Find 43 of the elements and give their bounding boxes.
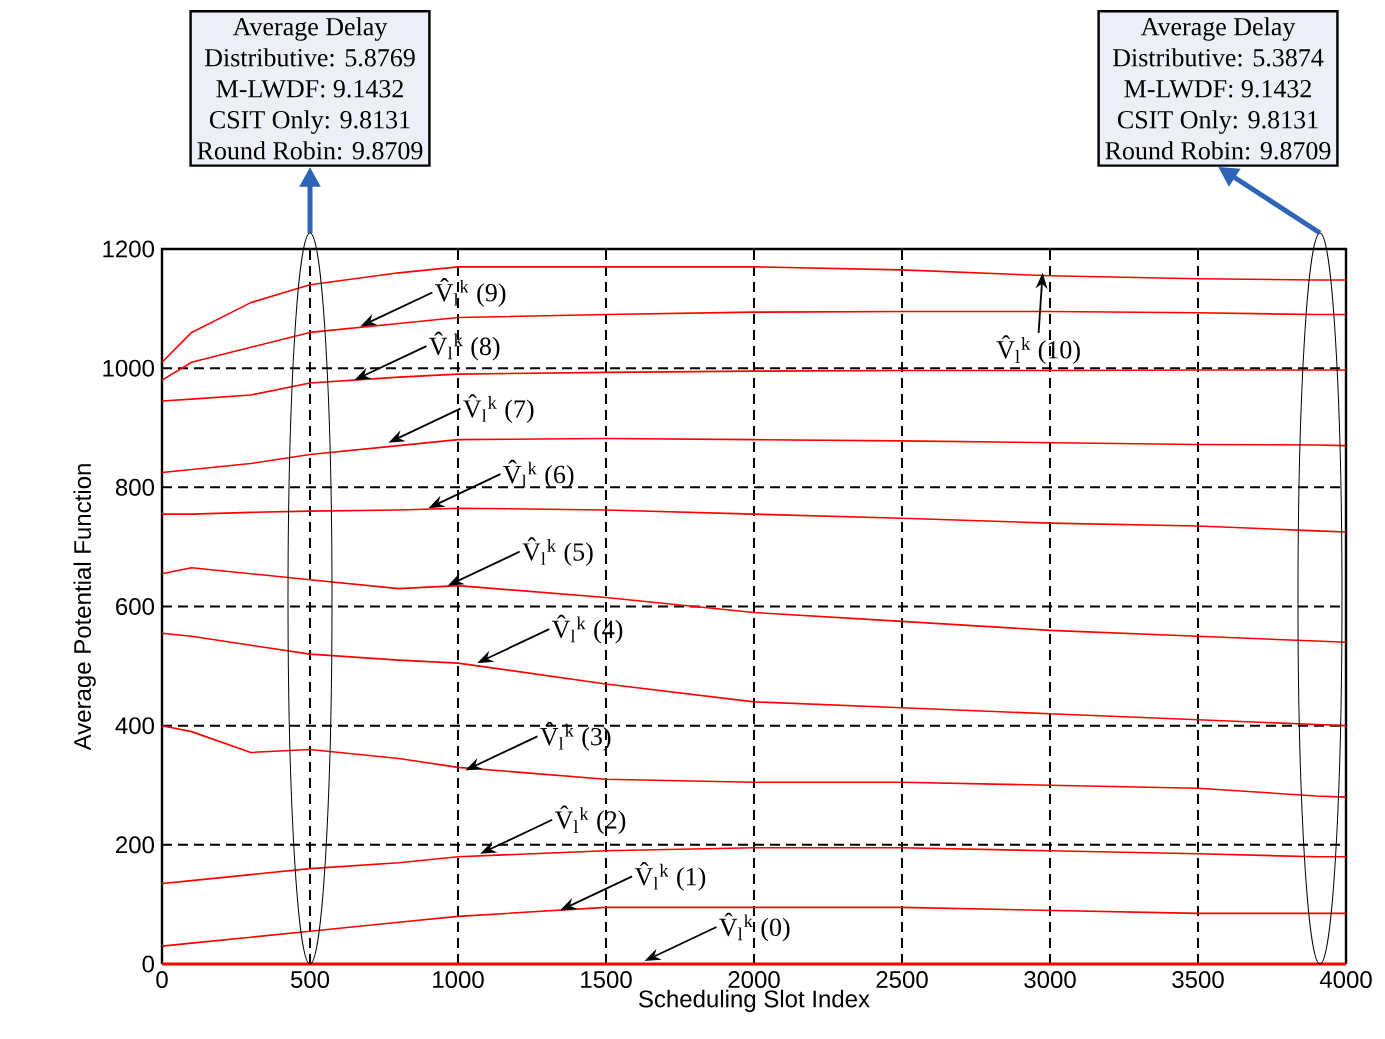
x-tick-label: 2000 bbox=[728, 971, 780, 989]
text: Average Delay bbox=[232, 17, 388, 41]
x-tick-label: 3500 bbox=[1172, 971, 1224, 989]
y-tick-label: 0 bbox=[142, 955, 155, 973]
y-tick-label: 1200 bbox=[103, 240, 154, 258]
annotation: V̂$_{l}$$^{k}$ (6) bbox=[503, 459, 574, 489]
annotation: V̂$_{l}$$^{k}$ (4) bbox=[551, 614, 623, 644]
annotation: V̂$_{l}$$^{k}$ (5) bbox=[522, 537, 593, 566]
text: Round Robin: 9.8709 bbox=[1105, 141, 1331, 160]
text: Distributive: 5.8769 bbox=[204, 48, 415, 67]
x-tick-label: 3000 bbox=[1024, 971, 1076, 989]
x-tick-label: 2500 bbox=[876, 971, 928, 989]
y-tick-label: 200 bbox=[116, 836, 154, 854]
x-axis-title: Scheduling Slot Index bbox=[639, 989, 870, 1013]
annotation: V̂$_{l}$$^{k}$ (0) bbox=[719, 912, 790, 942]
text: Average Delay bbox=[1140, 17, 1296, 41]
annotation: V̂$_{l}$$^{k}$ (9) bbox=[435, 278, 506, 307]
annotation: V̂$_{l}$$^{k}$ (1) bbox=[634, 862, 706, 891]
annotation: V̂$_{l}$$^{k}$ (2) bbox=[554, 805, 626, 835]
annotation: V̂$_{l}$$^{k}$ (10) bbox=[996, 335, 1080, 364]
text: CSIT Only: 9.8131 bbox=[1117, 110, 1318, 134]
x-tick-label: 1500 bbox=[581, 971, 632, 989]
line-series bbox=[161, 310, 1347, 381]
line-series bbox=[161, 566, 1347, 644]
annotation: V̂$_{l}$$^{k}$ (3) bbox=[540, 722, 611, 751]
x-tick-label: 500 bbox=[290, 971, 330, 989]
text: CSIT Only: 9.8131 bbox=[209, 110, 410, 134]
y-tick-label: 1000 bbox=[103, 359, 154, 377]
x-tick-label: 0 bbox=[156, 971, 168, 989]
x-tick-label: 1000 bbox=[433, 971, 484, 989]
annotation: V̂$_{l}$$^{k}$ (7) bbox=[463, 394, 534, 423]
text: Distributive: 5.3874 bbox=[1112, 48, 1324, 67]
text: M-LWDF: 9.1432 bbox=[216, 80, 403, 98]
y-tick-label: 400 bbox=[115, 717, 154, 735]
line-series bbox=[161, 507, 1347, 533]
y-tick-label: 800 bbox=[115, 478, 154, 496]
x-tick-label: 4000 bbox=[1319, 971, 1372, 989]
y-axis-title: Average Potential Function bbox=[73, 464, 96, 751]
text: Round Robin: 9.8709 bbox=[197, 141, 423, 160]
annotation: V̂$_{l}$$^{k}$ (8) bbox=[429, 331, 500, 361]
line-series bbox=[161, 724, 1347, 798]
text: M-LWDF: 9.1432 bbox=[1124, 80, 1311, 98]
y-tick-label: 600 bbox=[116, 598, 154, 615]
